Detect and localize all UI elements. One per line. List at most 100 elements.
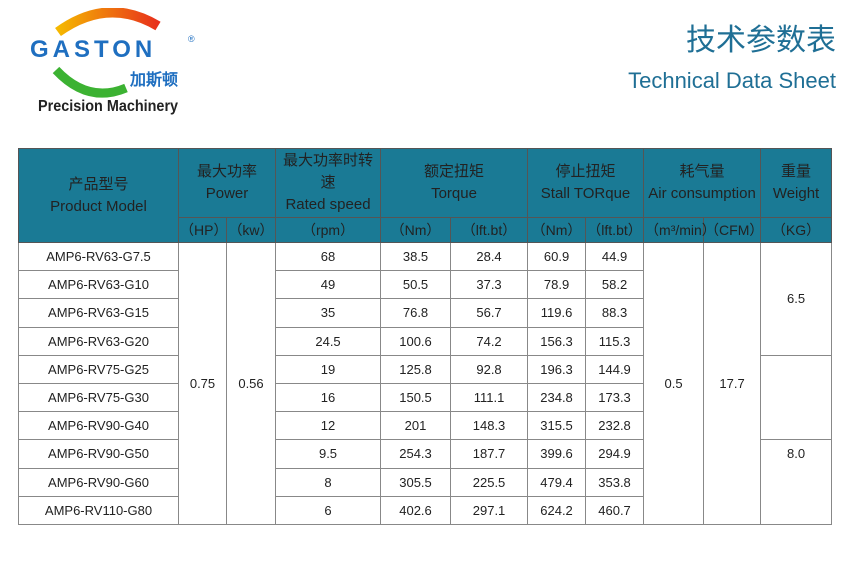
cell-model: AMP6-RV90-G60 (18, 467, 179, 497)
cell-rpm: 24.5 (275, 326, 382, 356)
cell-air-cfm: 17.7 (703, 242, 762, 525)
unit-m3min: （m³/min） (643, 217, 716, 243)
unit-kw: （kw） (225, 217, 277, 243)
cell-weight: 6.5 (760, 242, 833, 356)
cell-torque-nm: 305.5 (380, 467, 452, 497)
unit-nm: （Nm） (380, 217, 452, 243)
cell-model: AMP6-RV75-G30 (18, 382, 179, 413)
cell-model: AMP6-RV63-G7.5 (18, 241, 179, 272)
cell-kw: 0.56 (225, 242, 277, 525)
unit-stall-lftbt: （lft.bt） (585, 217, 645, 243)
cell-rpm: 68 (275, 241, 382, 272)
cell-torque-lftbt: 225.5 (450, 467, 529, 497)
cell-stall-lftbt: 88.3 (585, 298, 645, 328)
header-air: 耗气量 Air consumption (643, 148, 762, 218)
table-row: AMP6-RV63-G7.5 0.75 0.56 68 38.5 28.4 60.9 44.9… (18, 241, 833, 525)
cell-rpm: 16 (275, 382, 382, 413)
cell-torque-lftbt: 74.2 (450, 326, 529, 356)
cell-rpm: 9.5 (275, 439, 382, 469)
cell-torque-lftbt: 92.8 (450, 354, 529, 384)
table-row: AMP6-RV63-G20 24.5 100.6 74.2 156.3 115.3 (18, 326, 832, 356)
cell-model: AMP6-RV63-G15 (18, 298, 179, 328)
data-table: 产品型号 Product Model 最大功率 Power 最大功率时转速 Rated… (18, 148, 833, 525)
cell-torque-nm: 201 (380, 411, 452, 441)
cell-rpm: 6 (275, 495, 382, 525)
cell-model: AMP6-RV75-G25 (18, 354, 179, 384)
unit-hp: （HP） (178, 217, 227, 243)
logo-cn: 加斯顿 (130, 72, 179, 89)
cell-stall-nm: 196.3 (527, 354, 587, 384)
header-weight: 重量 Weight (760, 148, 833, 218)
cell-torque-lftbt: 148.3 (450, 411, 529, 441)
cell-rpm: 12 (275, 411, 382, 441)
unit-lftbt: （lft.bt） (450, 217, 529, 243)
unit-kg: （KG） (760, 217, 833, 243)
cell-torque-nm: 38.5 (380, 241, 452, 272)
logo-brand: GASTON (30, 36, 157, 63)
cell-stall-nm: 156.3 (527, 326, 587, 356)
header-power: 最大功率 Power (177, 148, 277, 218)
cell-stall-lftbt: 144.9 (585, 354, 645, 384)
table-row: AMP6-RV75-G30 16 150.5 111.1 234.8 173.3 (18, 382, 832, 413)
page-title-en: Technical Data Sheet (628, 68, 836, 93)
table-row: AMP6-RV63-G10 49 50.5 37.3 78.9 58.2 (18, 270, 832, 300)
cell-torque-lftbt: 297.1 (450, 495, 529, 525)
cell-torque-nm: 150.5 (380, 382, 452, 413)
cell-torque-lftbt: 187.7 (450, 439, 529, 469)
cell-torque-nm: 402.6 (380, 495, 452, 525)
header-model: 产品型号 Product Model (18, 148, 179, 243)
cell-rpm: 8 (275, 467, 382, 497)
cell-stall-lftbt: 232.8 (585, 411, 645, 441)
cell-model: AMP6-RV110-G80 (18, 495, 179, 525)
cell-weight: 8.0 (760, 439, 833, 525)
cell-stall-nm: 399.6 (527, 439, 587, 469)
cell-stall-nm: 78.9 (527, 270, 587, 300)
cell-model: AMP6-RV63-G10 (18, 270, 179, 300)
cell-torque-nm: 254.3 (380, 439, 452, 469)
header-torque: 额定扭矩 Torque (380, 148, 529, 218)
cell-stall-lftbt: 44.9 (585, 241, 645, 272)
page-title-cn: 技术参数表 (686, 24, 836, 57)
cell-stall-lftbt: 58.2 (585, 270, 645, 300)
cell-rpm: 49 (275, 270, 382, 300)
header-speed: 最大功率时转速 Rated speed (275, 148, 382, 218)
table-row: AMP6-RV75-G25 19 125.8 92.8 196.3 144.9 (18, 354, 833, 441)
logo-tagline: Precision Machinery (38, 98, 179, 115)
cell-torque-lftbt: 56.7 (450, 298, 529, 328)
cell-stall-lftbt: 115.3 (585, 326, 645, 356)
cell-hp: 0.75 (178, 242, 227, 525)
unit-rpm: （rpm） (275, 217, 382, 243)
table-row: AMP6-RV90-G60 8 305.5 225.5 479.4 353.8 (18, 467, 832, 497)
cell-weight-empty (760, 354, 833, 441)
cell-torque-lftbt: 28.4 (450, 241, 529, 272)
cell-stall-nm: 234.8 (527, 382, 587, 413)
logo: GASTON ® 加斯顿 Precision Machinery (18, 8, 208, 120)
cell-stall-lftbt: 460.7 (585, 495, 645, 525)
unit-cfm: （CFM） (703, 217, 763, 243)
cell-torque-nm: 50.5 (380, 270, 452, 300)
logo-arc-icon (52, 8, 161, 98)
unit-stall-nm: （Nm） (527, 217, 587, 243)
cell-stall-nm: 315.5 (527, 411, 587, 441)
cell-stall-lftbt: 353.8 (585, 467, 645, 497)
cell-model: AMP6-RV90-G50 (18, 439, 179, 469)
cell-stall-nm: 624.2 (527, 495, 587, 525)
cell-torque-lftbt: 37.3 (450, 270, 529, 300)
table-row: AMP6-RV90-G40 12 201 148.3 315.5 232.8 (18, 411, 832, 441)
cell-stall-nm: 479.4 (527, 467, 587, 497)
cell-torque-nm: 76.8 (380, 298, 452, 328)
cell-model: AMP6-RV63-G20 (18, 326, 179, 356)
cell-stall-lftbt: 173.3 (585, 382, 645, 413)
cell-torque-nm: 125.8 (380, 354, 452, 384)
table-row: AMP6-RV110-G80 6 402.6 297.1 624.2 460.7 (18, 495, 832, 525)
cell-stall-lftbt: 294.9 (585, 439, 645, 469)
cell-stall-nm: 119.6 (527, 298, 587, 328)
cell-model: AMP6-RV90-G40 (18, 411, 179, 441)
cell-rpm: 35 (275, 298, 382, 328)
cell-air-m3: 0.5 (643, 242, 705, 525)
registered-mark: ® (188, 34, 195, 44)
header-stall: 停止扭矩 Stall TORque (527, 148, 645, 218)
cell-rpm: 19 (275, 354, 382, 384)
cell-torque-lftbt: 111.1 (450, 382, 529, 413)
cell-stall-nm: 60.9 (527, 241, 587, 272)
